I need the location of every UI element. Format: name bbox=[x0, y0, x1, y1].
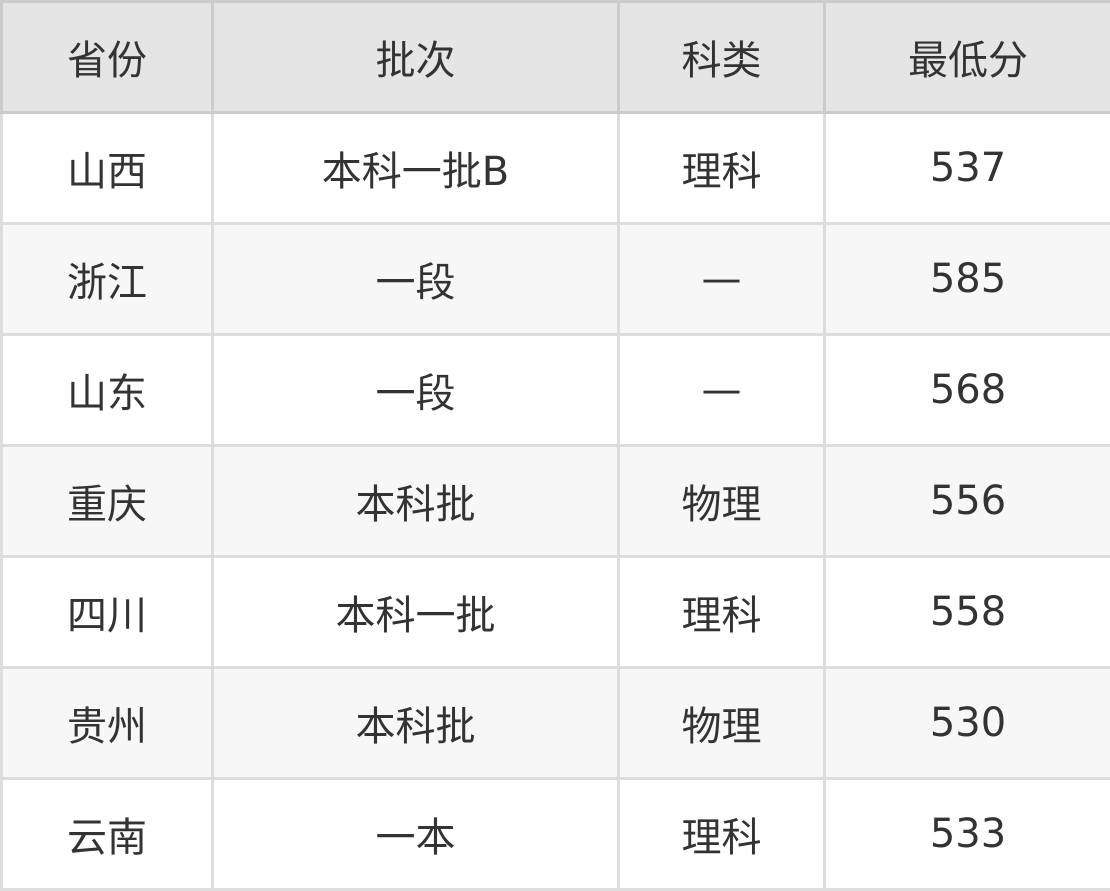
table-row: 四川 本科一批 理科 558 bbox=[0, 555, 1110, 669]
cell-min-score: 568 bbox=[823, 333, 1110, 447]
cell-category: — bbox=[617, 222, 826, 336]
cell-category: 物理 bbox=[617, 444, 826, 558]
header-row: 省份 批次 科类 最低分 bbox=[0, 0, 1110, 114]
table-row: 浙江 一段 —585 bbox=[0, 222, 1110, 336]
cell-province: 浙江 bbox=[0, 222, 214, 336]
cell-province: 四川 bbox=[0, 555, 214, 669]
cell-category: 物理 bbox=[617, 666, 826, 780]
header-category: 科类 bbox=[617, 0, 826, 114]
cell-batch: 一段 bbox=[211, 333, 620, 447]
cell-min-score: 530 bbox=[823, 666, 1110, 780]
cell-min-score: 585 bbox=[823, 222, 1110, 336]
table-row: 山西 本科一批B 理科 537 bbox=[0, 111, 1110, 225]
cell-batch: 一本 bbox=[211, 777, 620, 891]
table-row: 云南 一本 理科 533 bbox=[0, 777, 1110, 891]
table-row: 山东 一段 —568 bbox=[0, 333, 1110, 447]
cell-province: 重庆 bbox=[0, 444, 214, 558]
table-row: 重庆 本科批 物理 556 bbox=[0, 444, 1110, 558]
cell-batch: 本科批 bbox=[211, 444, 620, 558]
cell-min-score: 537 bbox=[823, 111, 1110, 225]
cell-category: 理科 bbox=[617, 111, 826, 225]
header-min-score: 最低分 bbox=[823, 0, 1110, 114]
cell-batch: 本科一批B bbox=[211, 111, 620, 225]
cell-province: 贵州 bbox=[0, 666, 214, 780]
cell-category: — bbox=[617, 333, 826, 447]
cell-batch: 本科批 bbox=[211, 666, 620, 780]
cell-province: 山西 bbox=[0, 111, 214, 225]
cell-batch: 一段 bbox=[211, 222, 620, 336]
cell-category: 理科 bbox=[617, 555, 826, 669]
cell-min-score: 533 bbox=[823, 777, 1110, 891]
cell-min-score: 558 bbox=[823, 555, 1110, 669]
header-batch: 批次 bbox=[211, 0, 620, 114]
cell-province: 云南 bbox=[0, 777, 214, 891]
cell-province: 山东 bbox=[0, 333, 214, 447]
header-province: 省份 bbox=[0, 0, 214, 114]
cell-category: 理科 bbox=[617, 777, 826, 891]
cell-min-score: 556 bbox=[823, 444, 1110, 558]
cell-batch: 本科一批 bbox=[211, 555, 620, 669]
table-row: 贵州 本科批 物理 530 bbox=[0, 666, 1110, 780]
